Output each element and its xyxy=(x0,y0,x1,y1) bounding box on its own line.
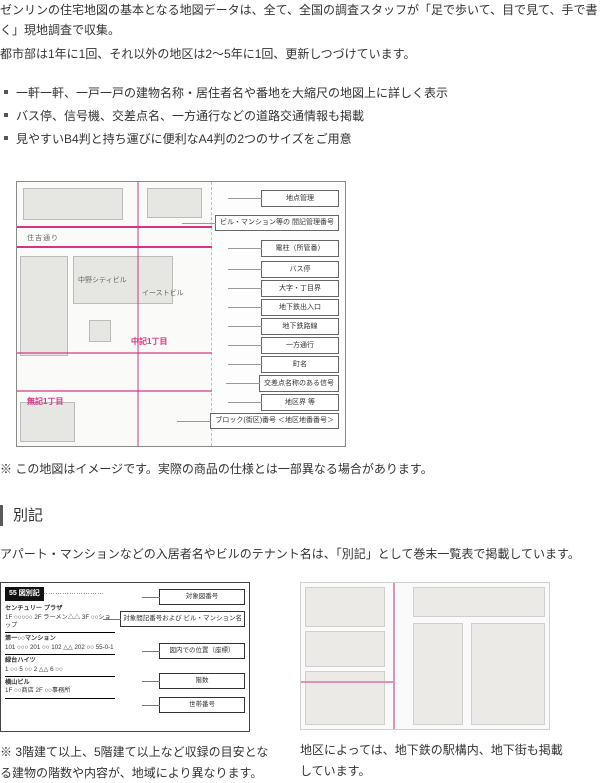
bekki-label: 図内での位置（座標） xyxy=(159,643,245,659)
bekki-head-num-text: 55 xyxy=(9,590,17,597)
area-label: 無記1丁目 xyxy=(27,395,63,409)
sample-map-figure: 中野シティビル 住吉通り イーストビル 無記1丁目 中記1丁目 地点管理 ビル・… xyxy=(16,181,346,447)
map-block xyxy=(23,188,123,220)
legend-item: 地点管理 xyxy=(261,190,339,207)
feature-item: 一軒一軒、一戸一戸の建物名称・居住者名や番地を大縮尺の地図上に詳しく表示 xyxy=(4,82,601,105)
area-label: 中記1丁目 xyxy=(131,335,167,349)
section-header: 別記 xyxy=(0,505,601,526)
map-road-line xyxy=(17,246,212,248)
bekki-group-title: 横山ビル xyxy=(5,679,115,687)
map-left-area: 中野シティビル 住吉通り イーストビル 無記1丁目 中記1丁目 xyxy=(17,182,212,446)
bekki-group-title: 緑台ハイツ xyxy=(5,657,115,665)
bekki-group-title: センチュリー プラザ xyxy=(5,605,115,613)
intro-block: ゼンリンの住宅地図の基本となる地図データは、全て、全国の調査スタッフが「足で歩い… xyxy=(0,0,601,64)
map-block xyxy=(413,587,545,617)
map-line xyxy=(301,681,393,683)
map-block xyxy=(471,623,545,725)
bekki-group: 横山ビル 1F ○○商店 2F ○○事務所 xyxy=(5,677,115,699)
legend-item: 地下鉄出入口 xyxy=(261,299,339,316)
legend-item: ビル・マンション等の 間記管理番号 xyxy=(215,215,339,231)
underground-map-figure xyxy=(300,582,550,730)
map-road-line xyxy=(137,182,139,447)
legend-item: 地下鉄路線 xyxy=(261,318,339,335)
feature-item: 見やすいB4判と持ち運びに便利なA4判の2つのサイズをご用意 xyxy=(4,128,601,151)
legend-item: 一方通行 xyxy=(261,337,339,354)
bekki-group-body: 101 ○○○ 201 ○○ 102 △△ 202 ○○ 55-0-1 xyxy=(5,644,115,652)
bekki-label: 対象間記番号および ビル・マンション名 xyxy=(120,611,245,627)
bekki-group-title: 第一○○マンション xyxy=(5,635,115,643)
bekki-listing: センチュリー プラザ 1F ○○○○○ 2F ラーメン△△ 3F ○○ショップ … xyxy=(5,603,115,727)
map-block xyxy=(20,256,68,356)
bekki-label: 対象図番号 xyxy=(159,589,245,605)
bekki-group-body: 1F ○○商店 2F ○○事務所 xyxy=(5,687,115,695)
map-block xyxy=(305,671,385,725)
bekki-group: 緑台ハイツ 1 ○○ 5 ○○ 2 △△ 6 ○○ xyxy=(5,655,115,677)
building-name-label: イーストビル xyxy=(142,288,184,300)
bekki-head-text: 図別記 xyxy=(19,590,40,597)
legend-item: 大字・丁目界 xyxy=(261,280,339,297)
map-block xyxy=(305,587,385,627)
map-figure-wrap: 中野シティビル 住吉通り イーストビル 無記1丁目 中記1丁目 地点管理 ビル・… xyxy=(16,181,601,447)
map-block xyxy=(147,188,202,218)
bekki-sample-figure: 55 図別記 ……………………… センチュリー プラザ 1F ○○○○○ 2F … xyxy=(0,582,250,732)
map-block xyxy=(305,631,385,667)
legend-item: 交差点名称のある信号 xyxy=(259,375,339,392)
bekki-head-num: 55 図別記 xyxy=(5,587,44,601)
legend-item: 地区界 等 xyxy=(261,394,339,411)
map-block xyxy=(413,623,463,725)
feature-list: 一軒一軒、一戸一戸の建物名称・居住者名や番地を大縮尺の地図上に詳しく表示 バス停… xyxy=(0,82,601,150)
bekki-note: ※ 3階建て以上、5階建て以上など収録の目安となる建物の階数や内容が、地域により… xyxy=(0,742,270,783)
two-column-layout: 55 図別記 ……………………… センチュリー プラザ 1F ○○○○○ 2F … xyxy=(0,582,601,783)
bekki-group-body: 1 ○○ 5 ○○ 2 △△ 6 ○○ xyxy=(5,666,115,674)
bekki-head-sub: ……………………… xyxy=(41,587,104,599)
bekki-group: 第一○○マンション 101 ○○○ 201 ○○ 102 △△ 202 ○○ 5… xyxy=(5,633,115,655)
left-column: 55 図別記 ……………………… センチュリー プラザ 1F ○○○○○ 2F … xyxy=(0,582,270,783)
feature-item: バス停、信号機、交差点名、一方通行などの道路交通情報も掲載 xyxy=(4,105,601,128)
map-road-line xyxy=(17,226,212,228)
map-line xyxy=(393,583,395,730)
legend-item: 電柱（所管番） xyxy=(261,240,339,257)
intro-line-2: 都市部は1年に1回、それ以外の地区は2〜5年に1回、更新しつづけています。 xyxy=(0,44,601,64)
map-road-line xyxy=(17,352,212,354)
legend-item: ブロック(街区)番号 ＜地区地番番号＞ xyxy=(210,413,339,429)
bekki-title: 別記 xyxy=(0,505,601,526)
bekki-lead: アパート・マンションなどの入居者名やビルのテナント名は、「別記」として巻末一覧表… xyxy=(0,544,601,564)
map-block-label: 中野シティビル xyxy=(78,275,127,287)
map-block xyxy=(89,320,111,342)
intro-line-1: ゼンリンの住宅地図の基本となる地図データは、全て、全国の調査スタッフが「足で歩い… xyxy=(0,0,601,41)
legend-item: 町名 xyxy=(261,356,339,373)
bekki-group-body: 1F ○○○○○ 2F ラーメン△△ 3F ○○ショップ xyxy=(5,614,115,631)
bekki-label: 階数 xyxy=(159,673,245,689)
bekki-group: センチュリー プラザ 1F ○○○○○ 2F ラーメン△△ 3F ○○ショップ xyxy=(5,603,115,633)
road-name-label: 住吉通り xyxy=(27,233,59,245)
underground-note: 地区によっては、地下鉄の駅構内、地下街も掲載しています。 xyxy=(300,740,570,781)
map-road-line xyxy=(17,390,212,392)
right-column: 地区によっては、地下鉄の駅構内、地下街も掲載しています。 xyxy=(300,582,570,781)
legend-item: バス停 xyxy=(261,261,339,278)
figure-footnote: ※ この地図はイメージです。実際の商品の仕様とは一部異なる場合があります。 xyxy=(0,459,601,479)
